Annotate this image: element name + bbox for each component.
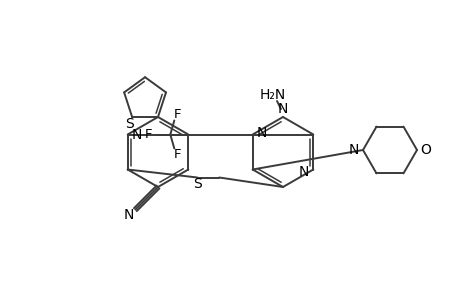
Text: H₂N: H₂N xyxy=(259,88,285,102)
Text: N: N xyxy=(256,125,266,140)
Text: N: N xyxy=(277,102,287,116)
Text: S: S xyxy=(124,117,133,131)
Text: N: N xyxy=(123,208,133,222)
Text: F: F xyxy=(173,108,181,121)
Text: F: F xyxy=(144,128,152,141)
Text: S: S xyxy=(192,178,202,191)
Text: N: N xyxy=(131,128,141,142)
Text: F: F xyxy=(173,148,181,161)
Text: O: O xyxy=(420,143,431,157)
Text: N: N xyxy=(348,143,358,157)
Text: N: N xyxy=(298,164,309,178)
